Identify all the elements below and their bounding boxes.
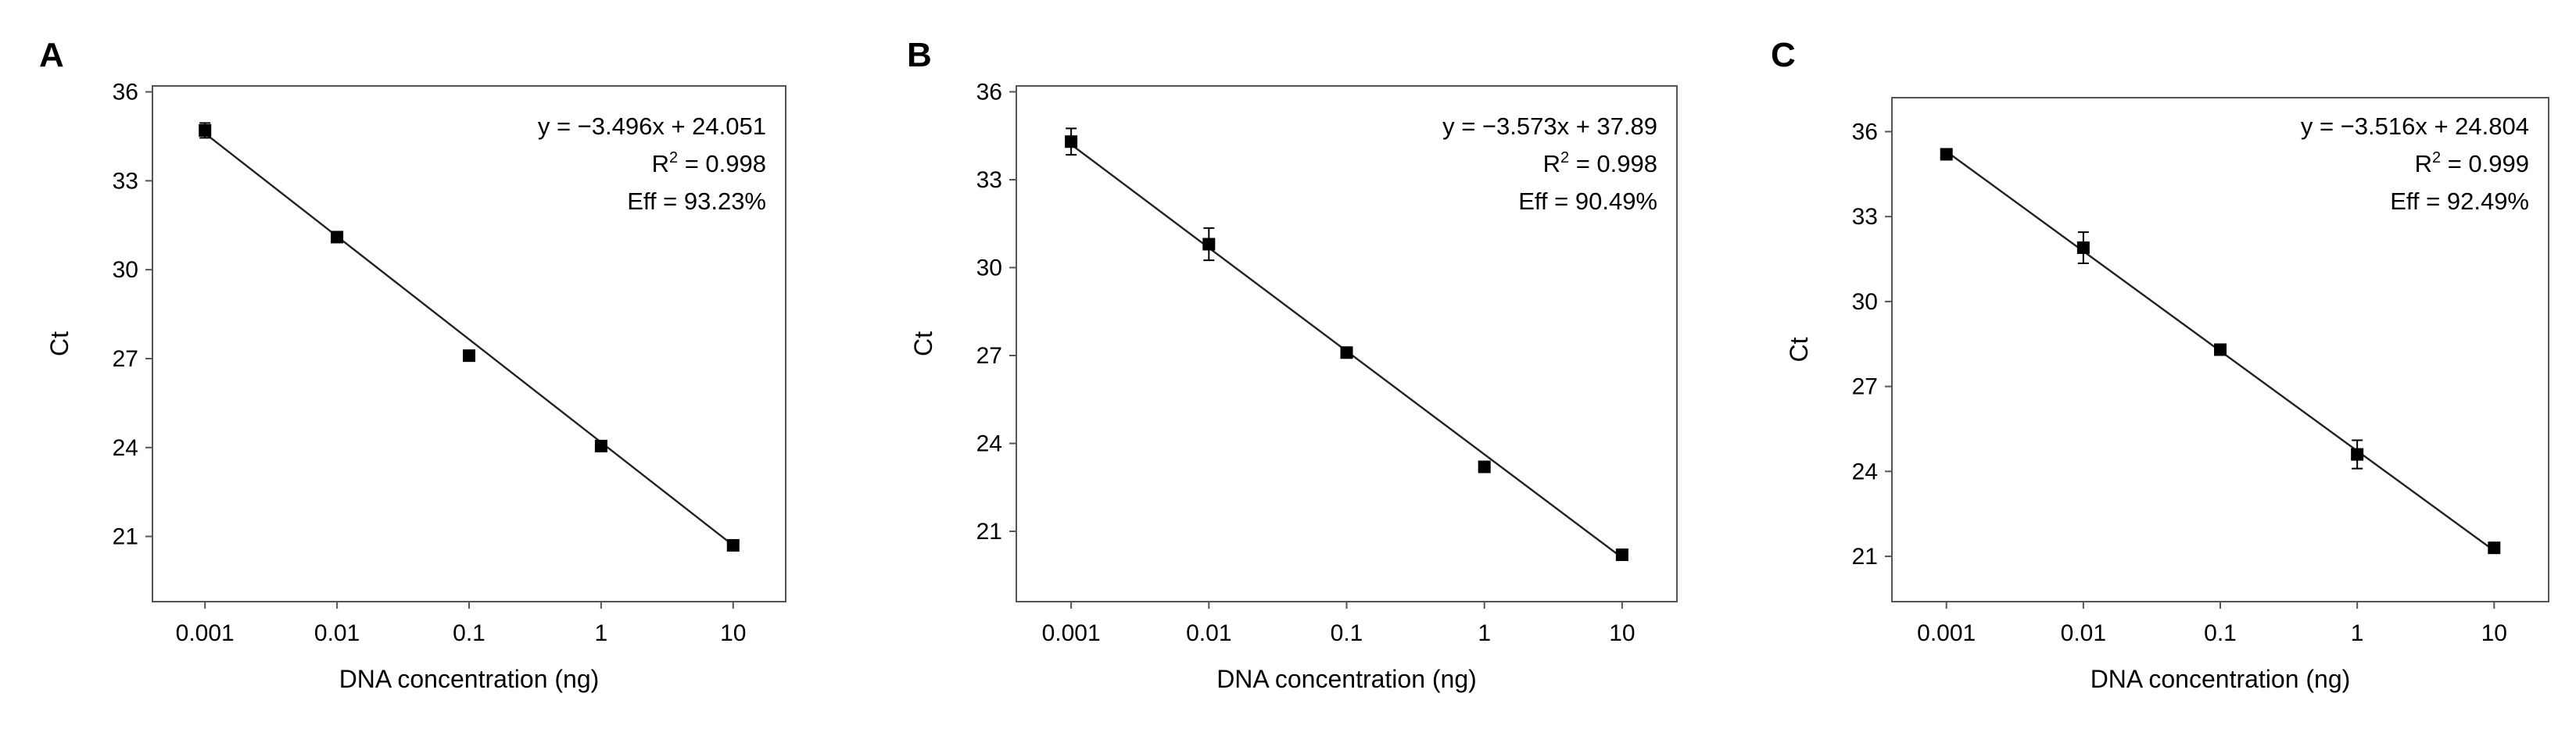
y-tick-label: 30 — [113, 257, 138, 283]
y-axis-title: Ct — [45, 331, 73, 356]
x-tick-label: 0.1 — [1331, 620, 1363, 646]
y-axis-title: Ct — [909, 331, 937, 356]
r-squared: R2 = 0.998 — [1543, 149, 1657, 177]
regression-equation: y = −3.573x + 37.89 — [1442, 113, 1657, 140]
r-squared-value: = 0.998 — [678, 150, 766, 177]
data-point — [1340, 346, 1353, 359]
chart-panel-a: A 21 24 27 30 33 36 0.001 0.01 0.1 1 10 DNA concentr… — [39, 36, 786, 693]
y-axis-title: Ct — [1785, 337, 1813, 362]
chart-panel-b: B 21 24 27 30 33 36 0.001 0.01 0.1 1 10 DNA concentr… — [907, 36, 1678, 693]
r-squared: R2 = 0.999 — [2415, 149, 2529, 177]
data-point — [2214, 343, 2227, 356]
regression-line — [204, 132, 734, 546]
data-point — [463, 349, 475, 363]
panel-letter: A — [39, 36, 64, 74]
y-tick-label: 30 — [1852, 289, 1878, 315]
x-tick-label: 0.01 — [2061, 620, 2106, 646]
r-squared-superscript: 2 — [1560, 149, 1569, 166]
data-point — [1202, 238, 1216, 251]
x-tick-label: 0.001 — [176, 620, 235, 646]
y-tick-label: 33 — [113, 168, 138, 194]
data-point — [726, 538, 740, 552]
r-squared: R2 = 0.998 — [652, 149, 766, 177]
r-squared-prefix: R — [2415, 150, 2432, 177]
r-squared-value: = 0.999 — [2441, 150, 2529, 177]
y-tick-label: 36 — [113, 80, 138, 105]
data-point — [1065, 135, 1078, 148]
x-tick-label: 0.01 — [1186, 620, 1231, 646]
y-tick-label: 36 — [976, 80, 1002, 105]
r-squared-prefix: R — [652, 150, 669, 177]
x-axis-title: DNA concentration (ng) — [1216, 665, 1477, 693]
x-axis-title: DNA concentration (ng) — [2091, 665, 2351, 693]
y-tick-label: 21 — [113, 524, 138, 550]
y-tick-label: 30 — [976, 256, 1002, 281]
x-tick-label: 0.01 — [314, 620, 360, 646]
x-tick-label: 1 — [2351, 620, 2364, 646]
y-tick-label: 21 — [976, 519, 1002, 545]
y-tick-label: 27 — [113, 346, 138, 372]
x-tick-label: 10 — [1609, 620, 1635, 646]
x-tick-label: 10 — [2481, 620, 2507, 646]
r-squared-value: = 0.998 — [1569, 150, 1657, 177]
x-axis-title: DNA concentration (ng) — [339, 665, 600, 693]
data-point — [2076, 241, 2090, 255]
data-point — [1940, 148, 1953, 161]
chart-panel-c: C 21 24 27 30 33 36 0.001 0.01 0.1 1 10 DNA concentr… — [1771, 36, 2549, 693]
y-tick-label: 33 — [1852, 204, 1878, 230]
data-point — [1478, 460, 1491, 473]
panel-letter: C — [1771, 36, 1796, 74]
x-tick-label: 1 — [595, 620, 608, 646]
x-tick-label: 0.001 — [1917, 620, 1976, 646]
r-squared-superscript: 2 — [669, 149, 678, 166]
y-tick-label: 27 — [1852, 374, 1878, 400]
data-point — [594, 439, 607, 452]
y-tick-label: 24 — [976, 431, 1002, 457]
panel-letter: B — [907, 36, 932, 74]
data-point — [199, 123, 212, 137]
x-tick-label: 1 — [1478, 620, 1491, 646]
y-tick-label: 36 — [1852, 119, 1878, 145]
r-squared-prefix: R — [1543, 150, 1560, 177]
x-tick-label: 10 — [720, 620, 746, 646]
regression-equation: y = −3.516x + 24.804 — [2301, 113, 2529, 140]
y-tick-label: 21 — [1852, 544, 1878, 570]
y-tick-label: 33 — [976, 167, 1002, 193]
x-tick-label: 0.001 — [1042, 620, 1101, 646]
data-point — [2351, 448, 2364, 461]
efficiency-label: Eff = 90.49% — [1518, 188, 1657, 215]
regression-equation: y = −3.496x + 24.051 — [538, 113, 766, 140]
data-point — [1615, 549, 1628, 561]
r-squared-superscript: 2 — [2432, 149, 2441, 166]
x-tick-label: 0.1 — [2204, 620, 2237, 646]
data-point — [331, 230, 344, 244]
y-tick-label: 27 — [976, 343, 1002, 369]
x-tick-label: 0.1 — [453, 620, 485, 646]
data-point — [2488, 541, 2501, 555]
y-tick-label: 24 — [113, 435, 138, 461]
y-tick-label: 24 — [1852, 459, 1878, 484]
efficiency-label: Eff = 92.49% — [2390, 188, 2529, 215]
efficiency-label: Eff = 93.23% — [627, 188, 766, 215]
